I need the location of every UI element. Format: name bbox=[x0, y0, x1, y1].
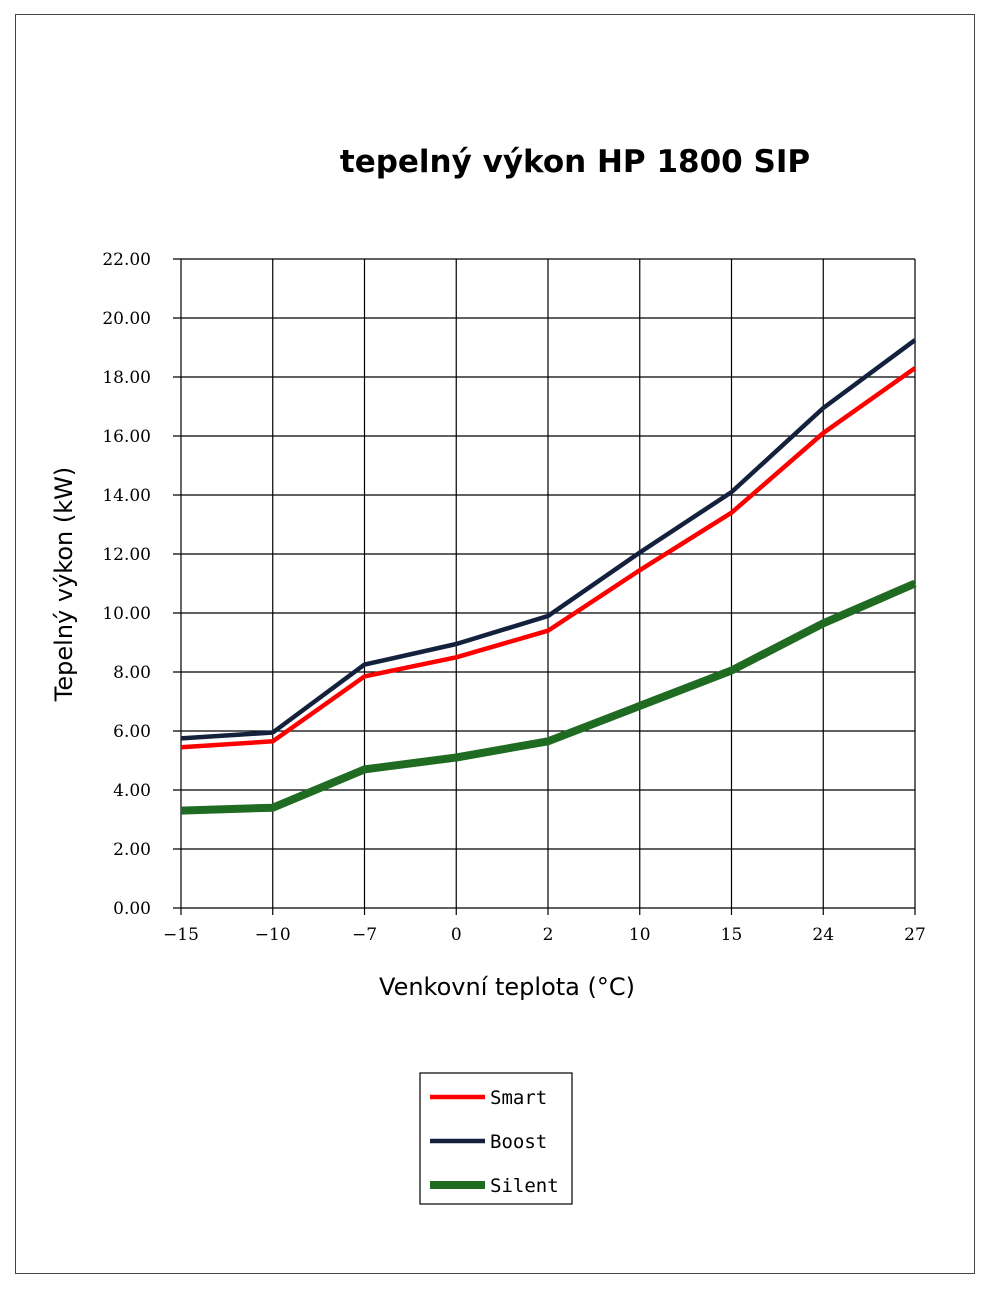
y-tick-label: 14.00 bbox=[102, 486, 151, 506]
y-tick-label: 22.00 bbox=[102, 250, 151, 270]
x-tick-label: 0 bbox=[451, 925, 462, 945]
y-axis-title: Tepelný výkon (kW) bbox=[50, 467, 78, 702]
x-tick-label: 2 bbox=[543, 925, 554, 945]
y-tick-label: 6.00 bbox=[113, 722, 151, 742]
x-tick-label: −15 bbox=[163, 925, 199, 945]
grid bbox=[173, 258, 916, 915]
series-lines bbox=[180, 338, 917, 815]
series-line-boost bbox=[180, 338, 917, 741]
y-tick-label: 0.00 bbox=[113, 899, 151, 919]
series-line-smart bbox=[180, 366, 917, 750]
legend: Smart Boost Silent bbox=[419, 1072, 573, 1205]
x-tick-label: 24 bbox=[812, 925, 834, 945]
x-axis-title: Venkovní teplota (°C) bbox=[379, 973, 635, 1001]
y-tick-label: 12.00 bbox=[102, 545, 151, 565]
y-tick-label: 20.00 bbox=[102, 309, 151, 329]
legend-label-boost: Boost bbox=[490, 1131, 547, 1153]
x-tick-label: −10 bbox=[255, 925, 291, 945]
x-tick-label: 15 bbox=[721, 925, 743, 945]
x-tick-label: 27 bbox=[904, 925, 926, 945]
y-tick-label: 4.00 bbox=[113, 781, 151, 801]
chart-title: tepelný výkon HP 1800 SIP bbox=[340, 144, 810, 180]
x-tick-label: 10 bbox=[629, 925, 651, 945]
legend-label-smart: Smart bbox=[490, 1087, 547, 1109]
y-tick-label: 8.00 bbox=[113, 663, 151, 683]
y-tick-label: 2.00 bbox=[113, 840, 151, 860]
y-tick-label: 10.00 bbox=[102, 604, 151, 624]
y-tick-label: 16.00 bbox=[102, 427, 151, 447]
tick-labels: 0.00 2.00 4.00 6.00 8.00 10.00 12.00 14.00 16.00… bbox=[102, 250, 925, 945]
y-tick-label: 18.00 bbox=[102, 368, 151, 388]
series-line-silent bbox=[180, 579, 917, 815]
x-tick-label: −7 bbox=[352, 925, 377, 945]
legend-label-silent: Silent bbox=[490, 1175, 559, 1197]
